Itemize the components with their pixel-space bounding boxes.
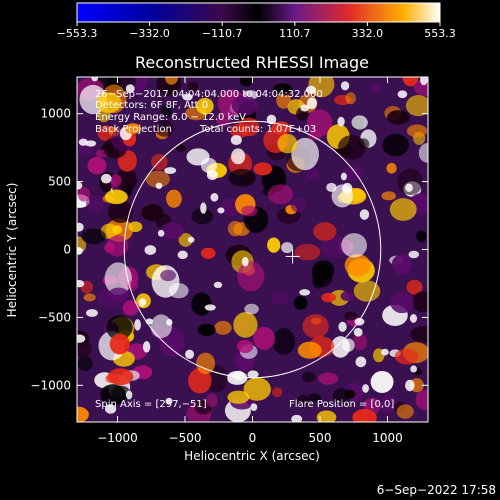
- footer-date: 6−Sep−2022 17:58: [377, 483, 496, 497]
- y-axis-label: Heliocentric Y (arcsec): [5, 183, 19, 318]
- axis-ticks: −1000 −500 0 500 1000 −1000 −500 0 500 1000: [30, 77, 428, 445]
- colorbar: [76, 2, 441, 23]
- detectors-text: Detectors: 6F 8F, Att 0: [95, 100, 208, 111]
- y-tick-label: 1000: [40, 107, 71, 121]
- colorbar-tick-label: 553.3: [424, 27, 456, 40]
- x-tick-label: 500: [309, 431, 332, 445]
- info-annotations: 26−Sep−2017 04:04:04.000 to 04:04:32.000…: [95, 89, 394, 410]
- x-tick-label: 0: [249, 431, 257, 445]
- y-tick-label: 500: [48, 175, 71, 189]
- colorbar-tick-label: −553.3: [57, 27, 98, 40]
- y-tick-label: −500: [38, 310, 71, 324]
- flare-position-text: Flare Position = [0,0]: [289, 399, 394, 410]
- colorbar-tick-label: −110.7: [202, 27, 243, 40]
- energy-range-text: Energy Range: 6.0 − 12.0 keV: [95, 112, 246, 123]
- colorbar-ticks: −553.3 −332.0 −110.7 110.7 332.0 553.3: [57, 22, 456, 40]
- chart-title: Reconstructed RHESSI Image: [135, 53, 369, 72]
- method-text: Back Projection: [95, 124, 172, 135]
- colorbar-tick-label: 110.7: [279, 27, 311, 40]
- x-axis-label: Heliocentric X (arcsec): [184, 449, 320, 463]
- plot-area: [77, 77, 428, 422]
- total-counts-text: Total counts: 1.07E+03: [199, 124, 316, 135]
- heatmap-pattern: [77, 77, 428, 422]
- x-tick-label: −500: [169, 431, 202, 445]
- colorbar-tick-label: −332.0: [129, 27, 170, 40]
- spin-axis-text: Spin Axis = [297,−51]: [95, 399, 207, 410]
- y-tick-label: −1000: [30, 378, 71, 392]
- time-range-text: 26−Sep−2017 04:04:04.000 to 04:04:32.000: [95, 89, 323, 100]
- x-tick-label: −1000: [97, 431, 138, 445]
- y-tick-label: 0: [63, 243, 71, 257]
- x-tick-label: 1000: [372, 431, 403, 445]
- spin-axis-marker: [285, 249, 300, 264]
- colorbar-tick-label: 332.0: [352, 27, 384, 40]
- solar-limb: [123, 120, 382, 379]
